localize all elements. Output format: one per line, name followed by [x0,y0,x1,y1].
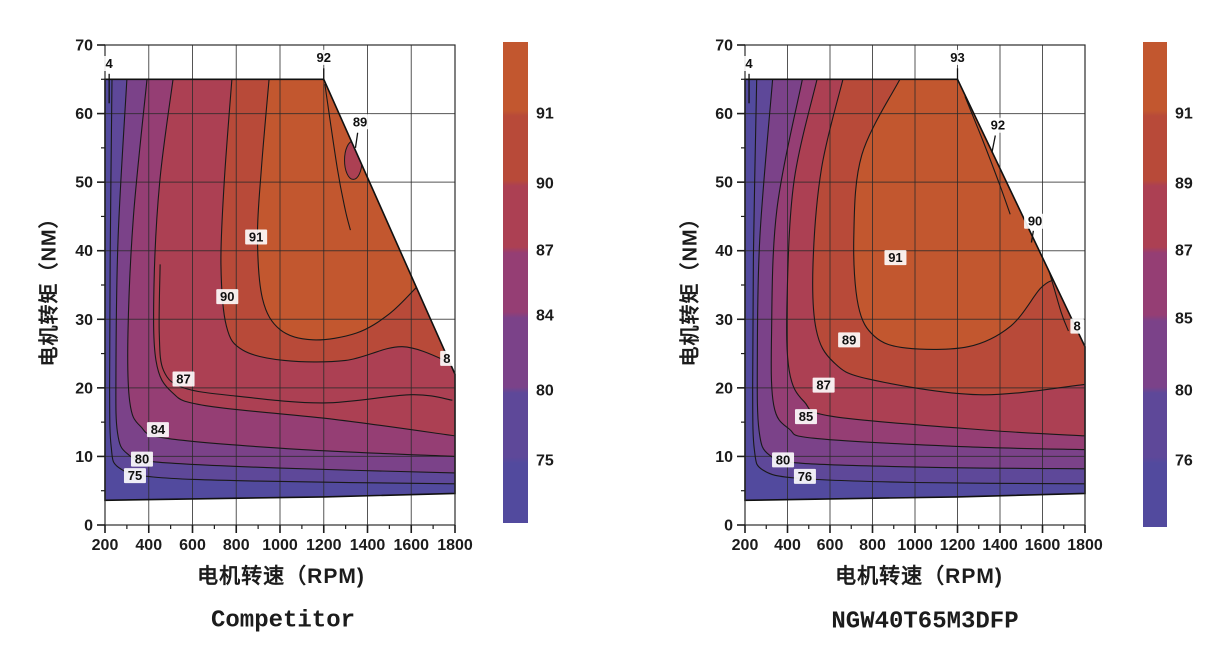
y-tick-label: 70 [715,38,733,55]
contour-label: 76 [798,469,812,484]
y-tick-label: 50 [75,175,93,192]
y-tick-label: 70 [75,38,93,55]
colorbar-tick-label: 87 [536,243,554,260]
left-y-axis-label: 电机转矩（NM） [38,207,61,367]
y-tick-label: 50 [715,175,733,192]
colorbar-tick-label: 91 [1175,106,1193,123]
x-tick-label: 800 [859,537,886,554]
y-tick-label: 0 [84,518,93,535]
contour-label: 90 [1028,214,1042,229]
colorbar-tick-label: 85 [1175,311,1193,328]
contour-label: 84 [151,422,166,437]
colorbar-tick-label: 80 [536,383,554,400]
y-tick-label: 40 [75,243,93,260]
x-tick-label: 1200 [940,537,976,554]
y-tick-label: 10 [715,449,733,466]
x-tick-label: 1800 [437,537,473,554]
y-tick-label: 60 [75,106,93,123]
axes: 200 400 600 800 1000 1200 1400 1600 1800 0 10 20 30 4… [715,38,1103,555]
y-tick-label: 0 [724,518,733,535]
y-tick-label: 40 [715,243,733,260]
contour-label: 93 [950,50,964,65]
chart-competitor: 200 400 600 800 1000 1200 1400 1600 1800 0 10 20 30 4… [75,38,554,555]
x-tick-label: 400 [774,537,801,554]
right-x-axis-label: 电机转速（RPM) [835,565,1003,588]
contour-label: 91 [888,250,902,265]
colorbar: 91 89 87 85 80 76 [1143,42,1193,527]
contour-label: 91 [249,230,263,245]
x-tick-label: 600 [817,537,844,554]
colorbar-tick-label: 87 [1175,243,1193,260]
contour-label: 87 [176,371,190,386]
colorbar-tick-label: 89 [1175,176,1193,193]
x-tick-label: 1200 [306,537,342,554]
y-tick-label: 60 [715,106,733,123]
contour-label: 89 [353,114,367,129]
x-tick-label: 1400 [982,537,1018,554]
x-tick-label: 1400 [350,537,386,554]
axes: 200 400 600 800 1000 1200 1400 1600 1800 0 10 20 30 4… [75,38,473,555]
colorbar-gradient [1143,42,1167,527]
contour-label: 92 [991,118,1005,133]
x-tick-label: 800 [223,537,250,554]
left-x-axis-label: 电机转速（RPM) [197,565,365,588]
contour-label: 4 [745,56,753,71]
left-chart-title: Competitor [210,607,356,635]
colorbar-gradient [503,42,528,523]
x-tick-label: 1600 [393,537,429,554]
contour-label: 80 [776,452,790,467]
contour-label: 75 [128,468,142,483]
colorbar-tick-label: 80 [1175,383,1193,400]
contour-lines [109,79,455,485]
contour-label: 92 [317,50,331,65]
y-tick-label: 30 [715,312,733,329]
contour-label: 4 [106,56,114,71]
x-tick-label: 1600 [1025,537,1061,554]
contour-label: 90 [220,289,234,304]
colorbar-tick-label: 75 [536,453,554,470]
x-tick-label: 200 [732,537,759,554]
contour-label: 8 [1074,319,1081,334]
colorbar-tick-label: 84 [536,308,554,325]
contour-lines [752,79,1085,485]
right-y-axis-label: 电机转矩（NM） [679,207,702,367]
colorbar-tick-label: 76 [1175,453,1193,470]
contour-label: 89 [842,332,856,347]
y-tick-label: 30 [75,312,93,329]
colorbar-tick-label: 90 [536,176,554,193]
contour-label: 85 [799,409,813,424]
y-tick-label: 10 [75,449,93,466]
x-tick-label: 1000 [897,537,933,554]
x-tick-label: 1800 [1067,537,1103,554]
contour-label: 80 [135,452,149,467]
contour-label: 87 [816,378,830,393]
x-tick-label: 1000 [262,537,298,554]
x-tick-label: 600 [179,537,206,554]
y-tick-label: 20 [75,380,93,397]
y-tick-label: 20 [715,380,733,397]
right-chart-title: NGW40T65M3DFP [831,608,1019,636]
contour-labels: 93 92 90 91 89 87 85 80 76 8 4 [742,49,1084,484]
x-tick-label: 200 [92,537,119,554]
chart-ngw40t65m3dfp: 200 400 600 800 1000 1200 1400 1600 1800 0 10 20 30 4… [715,38,1193,555]
colorbar: 91 90 87 84 80 75 [503,42,554,523]
colorbar-tick-label: 91 [536,106,554,123]
x-tick-label: 400 [135,537,162,554]
contour-label: 8 [443,351,450,366]
contour-bands [745,79,1085,501]
